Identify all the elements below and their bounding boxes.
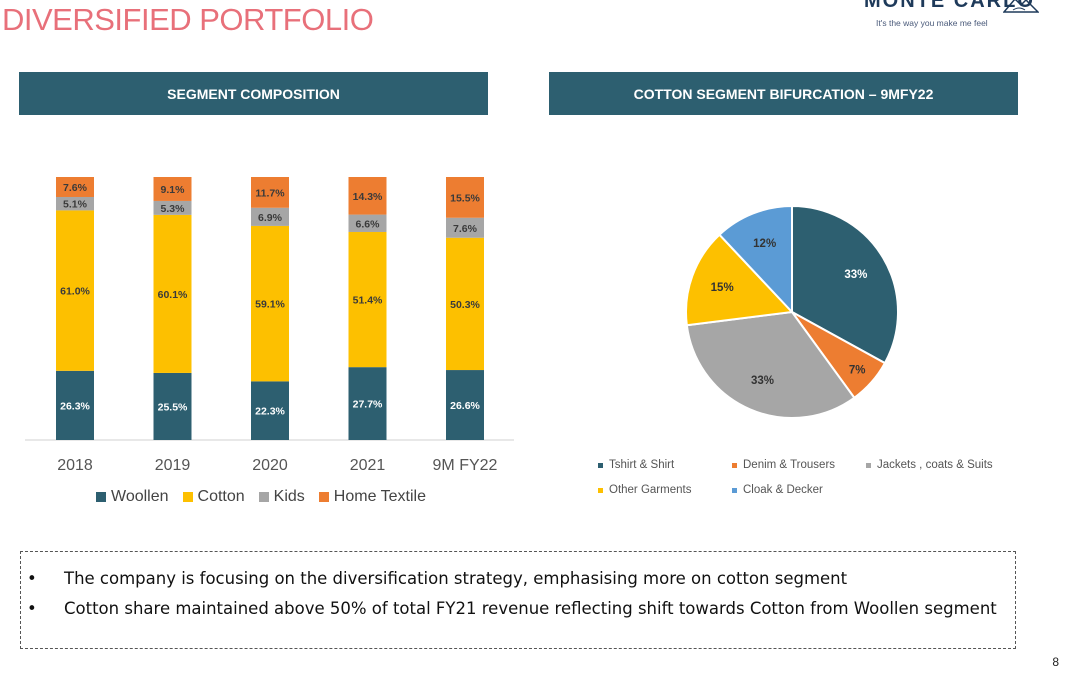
pie-label-jackets-coats-suits: 33% [751, 375, 774, 387]
bar-chart-legend: Woollen Cotton Kids Home Textile [96, 488, 426, 506]
bullet-icon: • [27, 569, 37, 588]
pie-legend-other-label: Other Garments [609, 484, 692, 496]
data-label-woollen-2018: 26.3% [60, 400, 90, 412]
page-title: DIVERSIFIED PORTFOLIO [2, 2, 374, 37]
brand-tagline: It's the way you make me feel [876, 18, 988, 28]
brand-logo: MONTE CARLO It's the way you make me fee… [864, 0, 1039, 32]
key-notes-box: • The company is focusing on the diversi… [20, 551, 1016, 649]
pie-slice-jackets-coats-suits [685, 310, 856, 419]
data-label-woollen-9m-fy22: 26.6% [450, 400, 480, 412]
data-label-cotton-2021: 51.4% [353, 295, 383, 307]
x-tick-label-2020: 2020 [252, 457, 288, 474]
bar-cotton-2018 [56, 210, 94, 371]
x-tick-label-2019: 2019 [155, 457, 191, 474]
pie-legend-cloak: Cloak & Decker [732, 484, 823, 496]
pie-legend-tshirt: Tshirt & Shirt [598, 459, 674, 471]
page-number: 8 [1052, 655, 1059, 669]
bar-home-textile-2018 [56, 177, 94, 197]
data-label-cotton-9m-fy22: 50.3% [450, 299, 480, 311]
pie-legend-cloak-label: Cloak & Decker [743, 484, 823, 496]
bar-woollen-2021 [348, 367, 387, 440]
note-text: Cotton share maintained above 50% of tot… [64, 599, 997, 618]
home-textile-swatch [318, 492, 329, 502]
data-label-woollen-2019: 25.5% [158, 401, 188, 413]
cotton-bifurcation-header: COTTON SEGMENT BIFURCATION – 9MFY22 [549, 72, 1018, 115]
legend-home-textile: Home Textile [318, 488, 426, 506]
legend-home-textile-label: Home Textile [333, 488, 426, 505]
bar-woollen-2018 [56, 370, 94, 440]
pie-legend-other: Other Garments [598, 484, 691, 496]
pie-label-tshirt-shirt: 33% [844, 269, 867, 281]
data-label-cotton-2020: 59.1% [255, 299, 285, 311]
bar-cotton-2019 [153, 214, 192, 373]
cotton-bifurcation-pie: 33% 7% 33% 15% 12% [685, 204, 899, 419]
bar-kids-9m-fy22 [446, 217, 484, 238]
data-label-kids-2018: 5.1% [63, 199, 88, 211]
bar-home-textile-9m-fy22 [446, 177, 484, 218]
pie-legend-jackets-label: Jackets , coats & Suits [877, 459, 993, 471]
data-label-home-textile-2020: 11.7% [255, 187, 285, 199]
pie-legend-tshirt-label: Tshirt & Shirt [609, 459, 675, 471]
jackets-dot [866, 462, 871, 468]
pie-slice-cloak-decker [718, 204, 793, 315]
bullet-icon: • [27, 599, 37, 618]
x-tick-label-9m-fy22: 9M FY22 [433, 457, 498, 474]
bar-kids-2020 [251, 207, 289, 226]
data-label-home-textile-9m-fy22: 15.5% [450, 192, 480, 204]
bar-woollen-2019 [153, 372, 192, 440]
pie-legend-jackets: Jackets , coats & Suits [866, 459, 993, 471]
pie-label-other-garments: 15% [711, 282, 734, 294]
legend-woollen: Woollen [96, 488, 169, 506]
bar-cotton-2021 [348, 231, 387, 368]
woollen-swatch [96, 492, 106, 502]
bar-woollen-9m-fy22 [446, 370, 484, 440]
legend-cotton-label: Cotton [197, 488, 245, 505]
data-label-kids-9m-fy22: 7.6% [453, 223, 478, 235]
data-label-home-textile-2018: 7.6% [63, 182, 88, 194]
pie-legend-denim-label: Denim & Trousers [743, 459, 836, 471]
pie-slice-tshirt-shirt [791, 204, 899, 365]
data-label-woollen-2021: 27.7% [353, 399, 383, 411]
pie-slice-other-garments [685, 233, 795, 327]
bar-home-textile-2019 [153, 177, 192, 201]
other-dot [598, 487, 603, 493]
brand-name: MONTE CARLO [864, 0, 1035, 12]
data-label-cotton-2018: 61.0% [60, 286, 90, 298]
x-tick-label-2018: 2018 [57, 457, 93, 474]
data-label-cotton-2019: 60.1% [158, 289, 188, 301]
data-label-kids-2019: 5.3% [161, 203, 186, 215]
segment-composition-header: SEGMENT COMPOSITION [19, 72, 488, 115]
data-label-home-textile-2021: 14.3% [353, 191, 383, 203]
bar-cotton-9m-fy22 [446, 237, 484, 371]
bar-woollen-2020 [251, 381, 289, 440]
bar-home-textile-2020 [251, 177, 289, 208]
segment-composition-chart: 26.3% 61.0% 5.1% 7.6% 2018 25.5% 60.1% 5.3% 9.1%… [25, 177, 514, 474]
bar-kids-2021 [348, 214, 387, 232]
data-label-kids-2020: 6.9% [258, 212, 283, 224]
bar-kids-2019 [153, 200, 192, 215]
tshirt-dot [598, 462, 603, 468]
data-label-home-textile-2019: 9.1% [161, 184, 186, 196]
cloak-dot [732, 487, 737, 493]
x-tick-label-2021: 2021 [350, 457, 386, 474]
pie-label-cloak-decker: 12% [753, 238, 776, 250]
legend-cotton: Cotton [182, 488, 245, 506]
bar-kids-2018 [56, 196, 94, 211]
denim-dot [732, 462, 737, 468]
legend-kids-label: Kids [273, 488, 305, 505]
kids-swatch [258, 492, 269, 502]
legend-woollen-label: Woollen [111, 488, 169, 505]
legend-kids: Kids [258, 488, 305, 506]
data-label-kids-2021: 6.6% [356, 218, 381, 230]
note-text: The company is focusing on the diversifi… [64, 569, 848, 588]
bar-cotton-2020 [251, 225, 289, 382]
mountain-icon [1003, 0, 1039, 13]
data-label-woollen-2020: 22.3% [255, 406, 285, 418]
bar-home-textile-2021 [348, 177, 387, 215]
pie-legend-denim: Denim & Trousers [732, 459, 835, 471]
cotton-swatch [182, 492, 193, 502]
pie-label-denim-trousers: 7% [849, 364, 866, 376]
